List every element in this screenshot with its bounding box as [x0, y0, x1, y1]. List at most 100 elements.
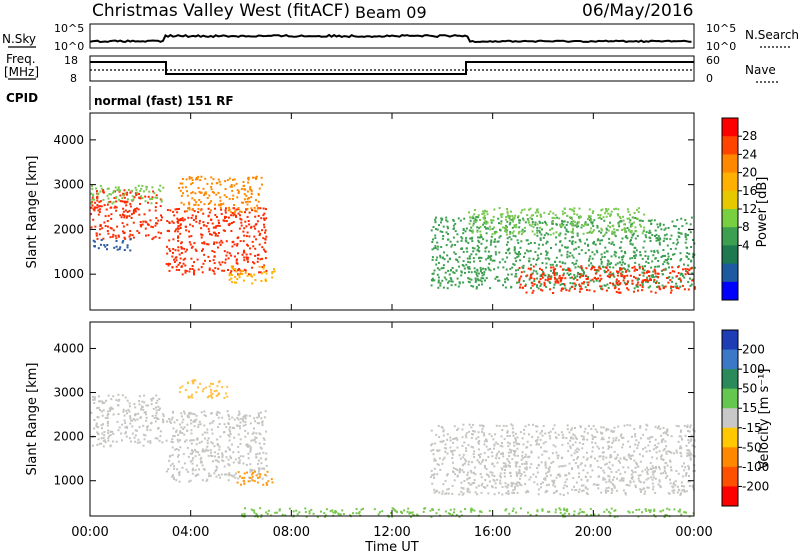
data-pixel-0-0-182 — [128, 235, 131, 238]
data-pixel-0-0-167 — [160, 232, 163, 235]
data-pixel-1-0-11 — [150, 399, 153, 402]
data-pixel-0-7-233 — [580, 287, 583, 290]
data-pixel-1-4-744 — [639, 474, 642, 477]
data-pixel-0-3-276 — [173, 258, 175, 261]
data-pixel-0-6-612 — [565, 230, 568, 233]
data-pixel-1-4-837 — [480, 476, 483, 479]
data-pixel-1-1-279 — [238, 459, 241, 462]
data-pixel-1-1-363 — [256, 422, 259, 424]
data-pixel-0-3-142 — [246, 256, 249, 259]
data-pixel-0-8-172 — [615, 207, 618, 210]
data-pixel-0-3-4 — [239, 217, 242, 220]
data-pixel-1-4-311 — [632, 480, 635, 483]
data-pixel-1-0-72 — [150, 421, 153, 424]
data-pixel-1-0-181 — [93, 397, 96, 400]
data-pixel-1-4-497 — [529, 476, 532, 479]
data-pixel-1-4-208 — [617, 439, 620, 442]
data-pixel-0-8-175 — [486, 221, 489, 224]
data-pixel-1-4-403 — [566, 428, 569, 431]
data-pixel-1-4-304 — [544, 478, 547, 481]
data-pixel-0-8-51 — [509, 218, 512, 221]
data-pixel-1-5-206 — [396, 511, 398, 514]
data-pixel-1-4-957 — [492, 438, 495, 441]
data-pixel-1-2-35 — [204, 386, 207, 389]
data-pixel-0-6-928 — [578, 252, 581, 255]
data-pixel-1-4-153 — [646, 466, 648, 469]
data-pixel-0-6-870 — [610, 255, 613, 258]
data-pixel-0-0-174 — [136, 207, 138, 210]
data-pixel-0-8-246 — [611, 225, 614, 228]
data-pixel-0-3-80 — [233, 255, 236, 258]
data-pixel-0-7-88 — [631, 279, 634, 282]
data-pixel-0-4-3 — [210, 176, 213, 179]
data-pixel-1-1-34 — [186, 446, 189, 449]
data-pixel-0-3-373 — [183, 247, 186, 250]
data-pixel-0-6-460 — [570, 236, 573, 239]
data-pixel-1-1-148 — [249, 446, 252, 449]
data-pixel-0-6-972 — [434, 245, 437, 247]
data-pixel-1-4-283 — [685, 472, 688, 475]
data-pixel-1-4-814 — [634, 433, 637, 436]
data-pixel-1-4-986 — [573, 434, 576, 437]
data-pixel-0-0-124 — [143, 213, 146, 216]
data-pixel-1-5-30 — [430, 515, 433, 518]
data-pixel-0-0-173 — [134, 192, 137, 195]
data-pixel-0-4-25 — [255, 210, 258, 213]
data-pixel-1-4-663 — [473, 450, 476, 453]
data-pixel-0-0-128 — [148, 209, 151, 212]
data-pixel-1-3-2 — [243, 476, 246, 479]
data-pixel-0-8-118 — [536, 209, 539, 212]
data-pixel-1-4-967 — [569, 439, 572, 442]
data-pixel-0-5-24 — [232, 268, 235, 271]
data-pixel-1-2-3 — [215, 395, 218, 397]
data-pixel-0-3-342 — [200, 233, 203, 236]
data-pixel-0-3-177 — [259, 258, 262, 261]
data-pixel-1-4-407 — [680, 492, 682, 495]
data-pixel-0-6-410 — [558, 250, 561, 253]
data-pixel-1-1-74 — [238, 412, 241, 415]
data-pixel-1-0-5 — [90, 411, 93, 414]
data-pixel-0-7-80 — [664, 285, 667, 288]
data-pixel-0-6-84 — [462, 250, 465, 253]
data-pixel-1-1-237 — [258, 415, 260, 418]
data-pixel-1-5-33 — [284, 514, 287, 517]
data-pixel-1-5-74 — [308, 510, 311, 513]
data-pixel-1-4-529 — [681, 489, 684, 492]
data-pixel-1-1-4 — [211, 432, 214, 435]
data-pixel-0-6-895 — [605, 250, 608, 253]
data-pixel-0-6-922 — [485, 258, 488, 261]
data-pixel-1-4-657 — [477, 442, 480, 445]
data-pixel-1-1-2 — [260, 462, 263, 465]
data-pixel-1-2-33 — [210, 382, 212, 385]
data-pixel-1-0-137 — [162, 413, 165, 416]
data-pixel-1-4-138 — [453, 479, 456, 482]
data-pixel-0-6-350 — [456, 240, 459, 243]
data-pixel-0-3-10 — [221, 241, 224, 244]
data-pixel-1-5-76 — [373, 508, 376, 511]
data-pixel-0-4-140 — [244, 201, 247, 204]
data-pixel-0-6-985 — [666, 259, 669, 262]
data-pixel-0-6-323 — [606, 264, 609, 267]
data-pixel-1-0-172 — [117, 404, 120, 406]
data-pixel-0-4-128 — [193, 199, 196, 202]
data-pixel-1-4-366 — [457, 427, 460, 430]
data-pixel-0-1-58 — [131, 189, 133, 192]
data-pixel-0-8-48 — [511, 232, 514, 235]
data-pixel-0-6-161 — [516, 281, 518, 284]
data-pixel-0-6-32 — [567, 230, 570, 233]
data-pixel-0-0-49 — [132, 212, 135, 215]
data-pixel-1-4-1 — [483, 440, 486, 443]
data-pixel-0-6-1043 — [657, 251, 660, 254]
data-pixel-0-6-802 — [620, 241, 623, 244]
data-pixel-1-4-486 — [508, 455, 511, 458]
data-pixel-1-4-988 — [574, 462, 577, 465]
data-pixel-1-4-921 — [521, 463, 524, 465]
data-pixel-1-4-35 — [494, 482, 497, 485]
data-pixel-1-4-958 — [655, 457, 658, 460]
data-pixel-0-1-40 — [159, 190, 162, 193]
data-pixel-1-4-196 — [484, 466, 486, 469]
xtick-label-4: 16:00 — [474, 525, 511, 540]
data-pixel-1-4-1030 — [666, 434, 669, 437]
data-pixel-0-6-40 — [662, 263, 665, 266]
data-pixel-1-0-195 — [162, 418, 164, 421]
